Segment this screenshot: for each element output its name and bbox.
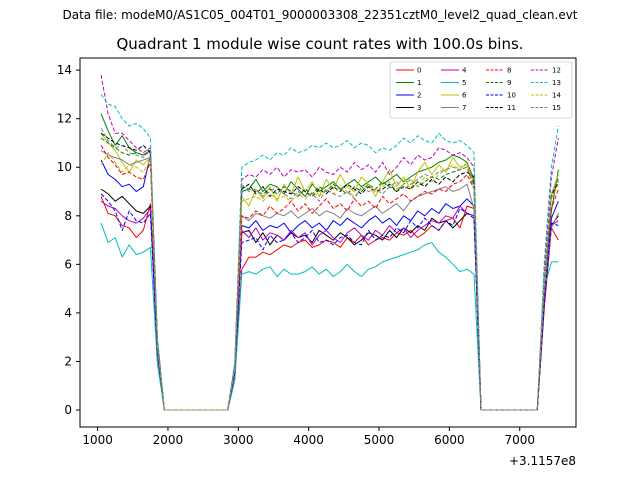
legend-label-8: 8 bbox=[507, 67, 511, 75]
plot-frame bbox=[79, 57, 577, 428]
x-tick-label: 4000 bbox=[293, 433, 324, 447]
series-line-15 bbox=[100, 128, 559, 411]
legend-label-4: 4 bbox=[462, 67, 467, 75]
legend-label-9: 9 bbox=[507, 79, 511, 87]
series-line-11 bbox=[100, 132, 559, 411]
x-tick-label: 7000 bbox=[504, 433, 535, 447]
axes-layer: 1000 2000 3000 4000 5000 6000 7000 +3.1157e8 0 2 4… bbox=[57, 57, 577, 468]
legend-label-6: 6 bbox=[462, 92, 467, 100]
series-layer bbox=[100, 74, 559, 411]
y-tick-label: 4 bbox=[64, 306, 72, 320]
legend-label-5: 5 bbox=[462, 79, 466, 87]
legend-label-13: 13 bbox=[552, 79, 561, 87]
legend-label-7: 7 bbox=[462, 104, 466, 112]
y-tick-label: 6 bbox=[64, 257, 72, 271]
x-tick-label: 3000 bbox=[223, 433, 254, 447]
legend-label-1: 1 bbox=[417, 79, 421, 87]
series-line-1 bbox=[100, 113, 559, 411]
series-line-2 bbox=[100, 154, 559, 411]
legend-label-2: 2 bbox=[417, 92, 421, 100]
series-line-5 bbox=[100, 222, 559, 411]
legend-label-11: 11 bbox=[507, 104, 516, 112]
legend-label-10: 10 bbox=[507, 92, 516, 100]
series-line-6 bbox=[100, 133, 559, 411]
y-tick-label: 8 bbox=[64, 209, 72, 223]
x-tick-label: 1000 bbox=[82, 433, 113, 447]
y-tick-label: 10 bbox=[57, 160, 72, 174]
y-tick-label: 14 bbox=[57, 63, 72, 77]
x-tick-label: 5000 bbox=[364, 433, 395, 447]
series-line-7 bbox=[100, 149, 559, 411]
legend-label-0: 0 bbox=[417, 67, 421, 75]
series-line-0 bbox=[100, 196, 559, 411]
y-tick-label: 12 bbox=[57, 112, 72, 126]
y-tick-label: 2 bbox=[64, 354, 72, 368]
legend-label-14: 14 bbox=[552, 92, 561, 100]
x-offset-label: +3.1157e8 bbox=[509, 454, 576, 468]
legend-label-15: 15 bbox=[552, 104, 561, 112]
x-tick-label: 6000 bbox=[434, 433, 465, 447]
x-tick-label: 2000 bbox=[153, 433, 184, 447]
legend-label-12: 12 bbox=[552, 67, 561, 75]
series-line-12 bbox=[100, 74, 559, 411]
series-line-13 bbox=[100, 94, 559, 411]
series-line-9 bbox=[100, 137, 559, 411]
data-file-suptitle: Data file: modeM0/AS1C05_004T01_90000033… bbox=[62, 8, 578, 22]
legend-box bbox=[389, 61, 573, 119]
chart-title: Quadrant 1 module wise count rates with … bbox=[116, 35, 524, 53]
y-tick-label: 0 bbox=[64, 403, 72, 417]
series-line-3 bbox=[100, 188, 559, 411]
series-line-4 bbox=[100, 200, 559, 411]
legend-label-3: 3 bbox=[417, 104, 421, 112]
